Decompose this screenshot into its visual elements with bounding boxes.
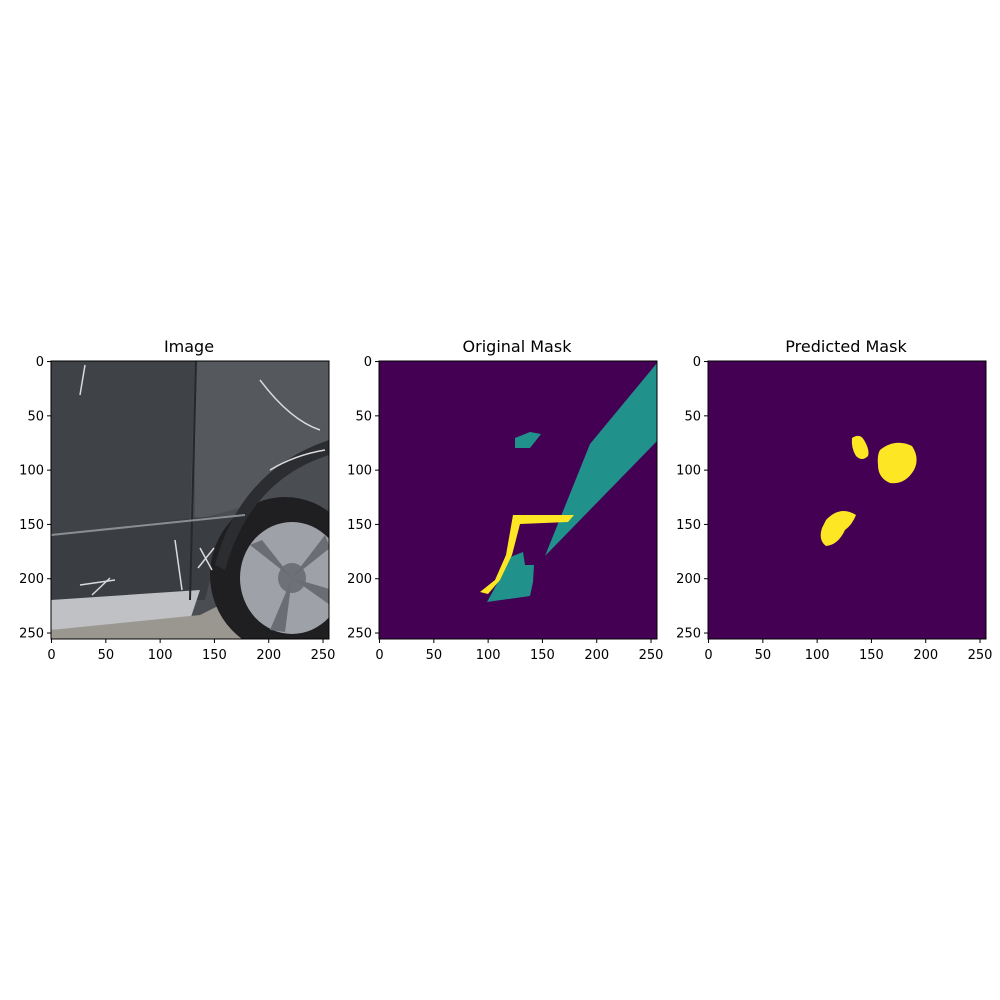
x-tick-label: 100 xyxy=(476,648,501,663)
rocker-panel xyxy=(51,515,240,600)
y-tick-label: 150 xyxy=(347,518,372,533)
photo-panel xyxy=(50,360,330,640)
x-tick-label: 200 xyxy=(584,648,609,663)
y-tick-label: 50 xyxy=(355,409,372,424)
scratch-marks xyxy=(79,364,326,596)
rear-door-panel xyxy=(51,361,195,535)
door-seam xyxy=(189,361,197,601)
original-mask-frame xyxy=(378,360,658,640)
mask-region-yellow xyxy=(480,515,574,594)
y-tick-label: 0 xyxy=(364,355,372,370)
y-tick-label: 150 xyxy=(676,518,701,533)
y-tick-label: 250 xyxy=(676,627,701,642)
mask-region-bottom xyxy=(487,552,534,602)
original-mask-panel xyxy=(378,360,658,640)
body-crease xyxy=(51,514,246,536)
predicted-blob-small xyxy=(851,435,869,459)
y-tick-label: 200 xyxy=(347,572,372,587)
photo-frame xyxy=(50,360,330,640)
y-tick-label: 0 xyxy=(36,355,44,370)
predicted-mask-frame xyxy=(707,360,987,640)
x-tick-label: 0 xyxy=(47,648,55,663)
panel-title-predicted-mask: Predicted Mask xyxy=(785,337,907,356)
x-tick-label: 250 xyxy=(639,648,664,663)
mask-background xyxy=(708,361,986,639)
x-tick-label: 50 xyxy=(426,648,443,663)
y-tick-label: 100 xyxy=(347,464,372,479)
axis-ticks xyxy=(47,361,981,643)
y-tick-label: 100 xyxy=(19,464,44,479)
x-tick-label: 150 xyxy=(530,648,555,663)
x-tick-label: 150 xyxy=(202,648,227,663)
y-tick-label: 200 xyxy=(676,572,701,587)
fender-panel xyxy=(195,361,329,520)
mask-region-small xyxy=(515,432,541,448)
predicted-mask-panel xyxy=(707,360,987,640)
x-tick-label: 0 xyxy=(375,648,383,663)
predicted-blob-large xyxy=(877,442,917,484)
panel-title-original-mask: Original Mask xyxy=(462,337,572,356)
x-tick-label: 250 xyxy=(311,648,336,663)
x-tick-label: 100 xyxy=(148,648,173,663)
x-tick-label: 150 xyxy=(859,648,884,663)
mask-region-large xyxy=(545,363,657,556)
x-tick-label: 0 xyxy=(704,648,712,663)
x-tick-label: 200 xyxy=(256,648,281,663)
y-tick-label: 50 xyxy=(684,409,701,424)
y-tick-label: 250 xyxy=(347,627,372,642)
wheel-spokes xyxy=(250,535,329,632)
x-tick-label: 50 xyxy=(98,648,115,663)
x-tick-label: 100 xyxy=(805,648,830,663)
panel-title-image: Image xyxy=(163,337,215,356)
x-tick-label: 250 xyxy=(968,648,993,663)
predicted-blob-bottom xyxy=(820,511,856,546)
x-tick-label: 50 xyxy=(755,648,772,663)
y-tick-label: 250 xyxy=(19,627,44,642)
y-tick-label: 50 xyxy=(27,409,44,424)
y-tick-label: 200 xyxy=(19,572,44,587)
y-tick-label: 100 xyxy=(676,464,701,479)
wheel-arch xyxy=(215,440,329,570)
y-tick-label: 150 xyxy=(19,518,44,533)
x-tick-label: 200 xyxy=(913,648,938,663)
y-tick-label: 0 xyxy=(693,355,701,370)
